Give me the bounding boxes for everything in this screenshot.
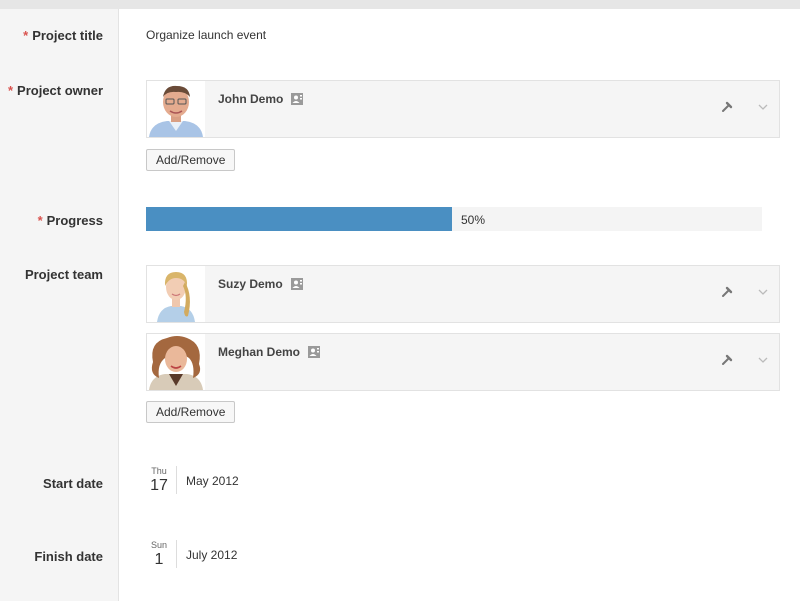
team-add-remove-button[interactable]: Add/Remove [146, 401, 236, 423]
project-title-label-text: Project title [32, 28, 103, 43]
finish-date-label: Finish date [34, 549, 103, 564]
required-marker: * [7, 83, 14, 98]
progress-label-text: Progress [46, 213, 103, 228]
contact-card-icon[interactable] [308, 346, 321, 361]
team-card-meghan[interactable]: Meghan Demo [146, 333, 780, 391]
person-name-text[interactable]: John Demo [218, 92, 284, 106]
wrench-icon[interactable] [720, 100, 734, 114]
start-date-label: Start date [43, 476, 103, 491]
required-marker: * [37, 213, 43, 228]
person-name[interactable]: John Demo [218, 92, 304, 108]
progress-fill [146, 207, 452, 231]
person-name[interactable]: Suzy Demo [218, 277, 303, 293]
avatar [147, 266, 205, 322]
project-title-label: * Project title [23, 28, 103, 43]
wrench-icon[interactable] [720, 285, 734, 299]
project-team-label: Project team [24, 267, 103, 282]
progress-label: * Progress [38, 213, 103, 228]
month-year: July 2012 [186, 548, 238, 562]
progress-bar[interactable]: 50% [146, 207, 762, 231]
owner-card-john[interactable]: John Demo [146, 80, 780, 138]
day-of-week: Sun [150, 540, 167, 550]
chevron-down-icon[interactable] [757, 355, 769, 365]
project-title-value[interactable]: Organize launch event [146, 28, 267, 42]
wrench-icon[interactable] [720, 353, 734, 367]
progress-text: 50% [461, 213, 486, 227]
chevron-down-icon[interactable] [757, 102, 769, 112]
person-name-text[interactable]: Suzy Demo [218, 277, 283, 291]
project-owner-label: * Project owner [8, 83, 103, 98]
owner-add-remove-button[interactable]: Add/Remove [146, 149, 236, 171]
project-owner-label-text: Project owner [17, 83, 103, 98]
contact-card-icon[interactable] [291, 93, 304, 108]
month-year: May 2012 [186, 474, 239, 488]
date-separator [176, 540, 177, 568]
day-number: 1 [154, 551, 164, 568]
person-name-text[interactable]: Meghan Demo [218, 345, 301, 359]
contact-card-icon[interactable] [290, 278, 303, 293]
avatar [147, 81, 205, 137]
chevron-down-icon[interactable] [757, 287, 769, 297]
day-of-week: Thu [151, 466, 167, 476]
date-separator [176, 466, 177, 494]
day-number: 17 [150, 477, 168, 494]
labels-column [0, 9, 119, 601]
required-marker: * [23, 28, 29, 43]
person-name[interactable]: Meghan Demo [218, 345, 321, 361]
team-card-suzy[interactable]: Suzy Demo [146, 265, 780, 323]
avatar [147, 334, 205, 390]
top-bar [0, 0, 800, 9]
